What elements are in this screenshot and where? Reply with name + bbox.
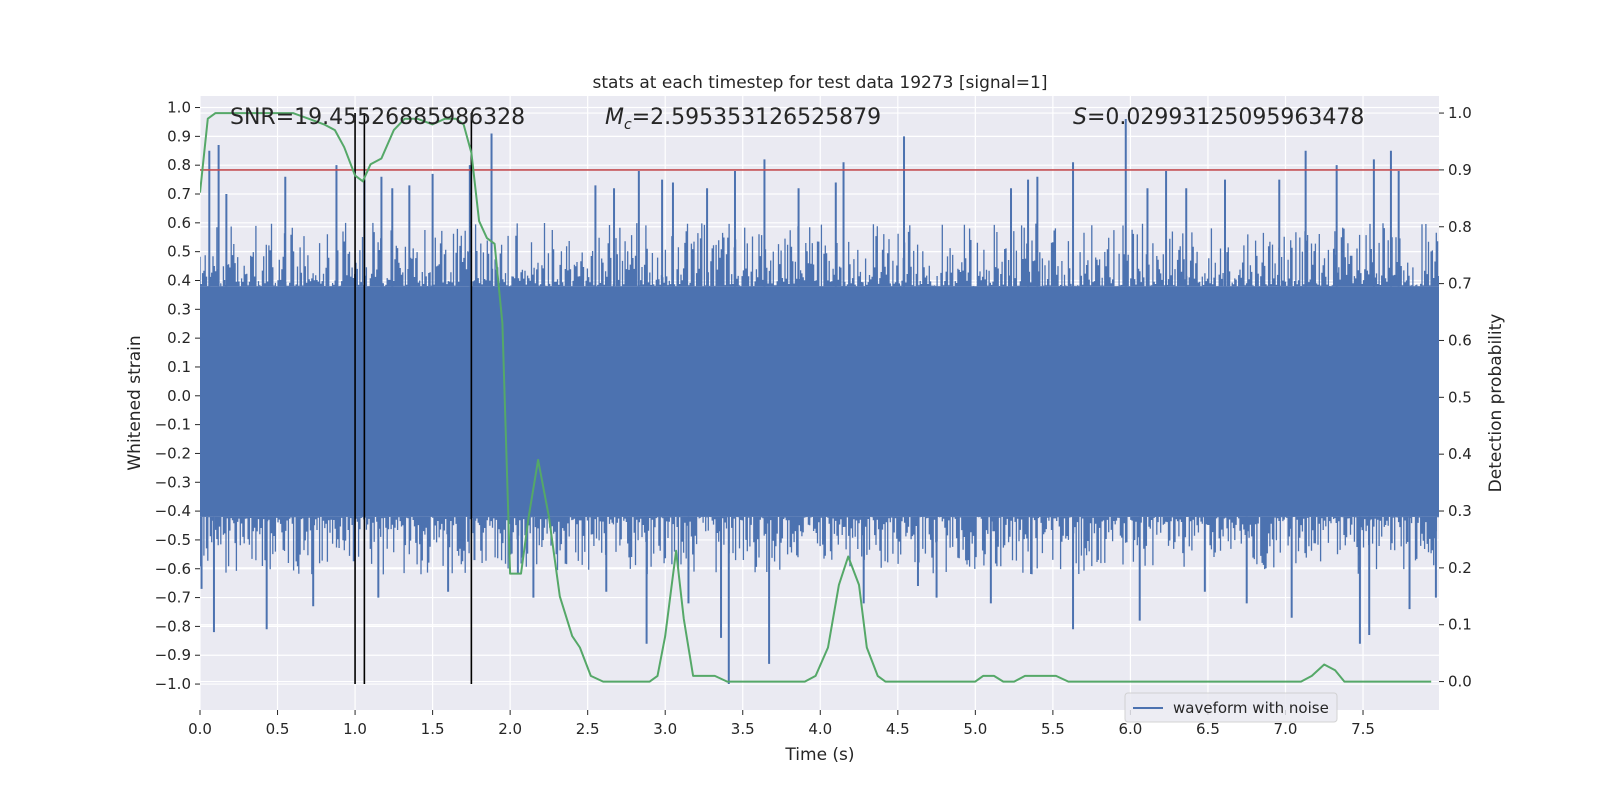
detection-probability-line xyxy=(200,112,1432,683)
x-tick-label: 0.0 xyxy=(188,720,212,738)
s-annotation: S=0.02993125095963478 xyxy=(1073,105,1364,130)
x-tick-label: 7.5 xyxy=(1351,720,1375,738)
x-tick-label: 4.5 xyxy=(886,720,910,738)
y-right-tick-label: 0.9 xyxy=(1448,161,1472,179)
y-left-tick-label: 0.6 xyxy=(167,214,191,232)
y-left-tick-label: −0.2 xyxy=(155,444,191,462)
y-left-tick-label: −0.5 xyxy=(155,531,191,549)
y-left-tick-label: −0.1 xyxy=(155,416,191,434)
x-tick-label: 6.0 xyxy=(1118,720,1142,738)
y-left-tick-label: −0.3 xyxy=(155,473,191,491)
y-left-tick-label: −1.0 xyxy=(155,675,191,693)
x-tick-label: 6.5 xyxy=(1196,720,1220,738)
y-right-tick-label: 0.1 xyxy=(1448,616,1472,634)
y-left-tick-label: 0.3 xyxy=(167,300,191,318)
y-right-tick-label: 0.2 xyxy=(1448,559,1472,577)
y-axis-left-label: Whitened strain xyxy=(125,335,145,470)
waveform-lower-noise xyxy=(200,516,1439,575)
s-value: =0.02993125095963478 xyxy=(1087,105,1364,130)
chirp-mass-symbol: M xyxy=(605,105,624,130)
y-left-tick-label: −0.4 xyxy=(155,502,191,520)
x-tick-label: 5.0 xyxy=(963,720,987,738)
y-left-tick-label: 0.7 xyxy=(167,185,191,203)
y-left-tick-label: 0.9 xyxy=(167,127,191,145)
s-symbol: S xyxy=(1073,105,1087,130)
x-axis-label: Time (s) xyxy=(784,745,854,765)
x-tick-label: 5.5 xyxy=(1041,720,1065,738)
y-right-tick-label: 0.4 xyxy=(1448,445,1472,463)
y-right-tick-label: 0.5 xyxy=(1448,388,1472,406)
y-axis-left: 1.0 0.9 0.8 0.7 0.6 0.5 0.4 0.3 0.2 0.1 0.0 −0.1 −0.… xyxy=(155,99,200,693)
waveform-series xyxy=(200,119,1439,685)
y-right-tick-label: 0.7 xyxy=(1448,275,1472,293)
x-tick-label: 7.0 xyxy=(1274,720,1298,738)
y-left-tick-label: −0.8 xyxy=(155,617,191,635)
y-left-tick-label: 0.5 xyxy=(167,243,191,261)
y-right-tick-label: 1.0 xyxy=(1448,104,1472,122)
chart-title: stats at each timestep for test data 192… xyxy=(593,73,1048,93)
y-axis-right: 0.0 0.1 0.2 0.3 0.4 0.5 0.6 0.7 0.8 0.9 1.0 xyxy=(1439,104,1472,691)
x-tick-label: 2.0 xyxy=(498,720,522,738)
y-left-tick-label: 0.2 xyxy=(167,329,191,347)
y-left-tick-label: 0.4 xyxy=(167,271,191,289)
y-right-tick-label: 0.8 xyxy=(1448,218,1472,236)
x-tick-label: 1.0 xyxy=(343,720,367,738)
y-left-tick-label: −0.9 xyxy=(155,646,191,664)
y-right-tick-label: 0.6 xyxy=(1448,331,1472,349)
chirp-mass-subscript: c xyxy=(624,117,632,133)
legend: waveform with noise xyxy=(1124,692,1338,723)
y-axis-right-label: Detection probability xyxy=(1486,314,1506,493)
x-tick-label: 1.5 xyxy=(421,720,445,738)
y-left-tick-label: −0.6 xyxy=(155,560,191,578)
x-axis: 0.0 0.5 1.0 1.5 2.0 2.5 3.0 3.5 4.0 4.5 5.0 5.5 6.0 6… xyxy=(188,710,1375,738)
x-tick-label: 0.5 xyxy=(266,720,290,738)
y-right-tick-label: 0.3 xyxy=(1448,502,1472,520)
y-left-tick-label: −0.7 xyxy=(155,589,191,607)
x-tick-label: 3.0 xyxy=(653,720,677,738)
y-left-tick-label: 0.1 xyxy=(167,358,191,376)
legend-label: waveform with noise xyxy=(1173,699,1329,717)
x-tick-label: 4.0 xyxy=(808,720,832,738)
waveform-core-band xyxy=(200,286,1439,517)
x-tick-label: 2.5 xyxy=(576,720,600,738)
chirp-mass-annotation: Mc=2.595353126525879 xyxy=(605,105,881,133)
chirp-mass-value: =2.595353126525879 xyxy=(632,105,881,130)
y-right-tick-label: 0.0 xyxy=(1448,673,1472,691)
legend-box xyxy=(1124,692,1338,723)
y-left-tick-label: 0.8 xyxy=(167,156,191,174)
x-tick-label: 3.5 xyxy=(731,720,755,738)
y-left-tick-label: 0.0 xyxy=(167,387,191,405)
y-left-tick-label: 1.0 xyxy=(167,99,191,117)
snr-annotation: SNR=19.45526885986328 xyxy=(230,105,525,130)
